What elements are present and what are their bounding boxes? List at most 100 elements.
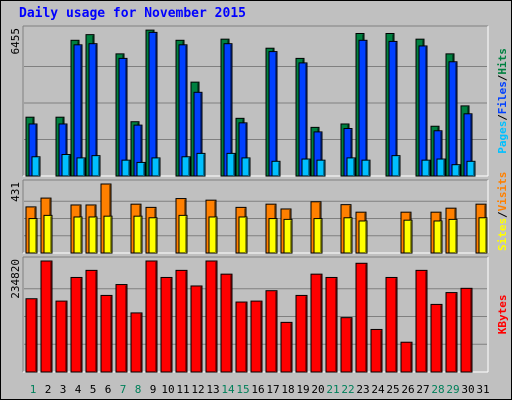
bar-shade (380, 330, 382, 372)
bar-sites (28, 218, 38, 254)
y-max-label: 234820 (9, 259, 22, 299)
bar-shade (245, 303, 247, 372)
bar-kbytes (310, 273, 323, 373)
x-tick-label: 31 (476, 383, 489, 396)
bar-pages (121, 159, 131, 177)
bar-shade (110, 217, 112, 253)
bar-shade (473, 162, 475, 176)
x-tick-label: 23 (356, 383, 369, 396)
x-tick-label: 1 (30, 383, 37, 396)
bar-pages (181, 156, 191, 177)
legend-label-hits: Hits (496, 48, 509, 75)
x-tick-label: 13 (206, 383, 219, 396)
bar-pages (226, 152, 236, 177)
bar-kbytes (235, 301, 248, 373)
bar-shade (368, 161, 370, 176)
x-tick-label: 27 (416, 383, 429, 396)
bar-shade (440, 131, 442, 176)
bar-shade (185, 271, 187, 372)
bar-sites (178, 214, 188, 254)
bar-shade (215, 262, 217, 372)
bar-shade (155, 33, 157, 176)
bar-shade (245, 217, 247, 253)
x-tick-label: 4 (75, 383, 82, 396)
x-tick-label: 15 (236, 383, 249, 396)
bar-shade (215, 217, 217, 253)
bar-shade (440, 305, 442, 372)
bar-shade (305, 63, 307, 176)
bar-shade (95, 271, 97, 372)
bar-shade (443, 160, 445, 176)
bar-kbytes (190, 285, 203, 373)
bar-shade (230, 275, 232, 372)
bar-shade (203, 154, 205, 176)
bar-shade (425, 46, 427, 177)
bar-shade (458, 165, 460, 176)
bar-kbytes (85, 269, 98, 373)
bar-kbytes (445, 292, 458, 373)
bar-pages (361, 159, 371, 177)
x-tick-label: 10 (161, 383, 174, 396)
bar-kbytes (385, 276, 398, 373)
bar-kbytes (400, 341, 413, 373)
bar-shade (125, 285, 127, 372)
bar-shade (320, 132, 322, 176)
bar-sites (148, 217, 158, 254)
x-tick-label: 9 (150, 383, 157, 396)
bar-shade (230, 44, 232, 177)
bar-shade (185, 45, 187, 176)
bar-pages (301, 158, 311, 177)
bar-shade (155, 262, 157, 372)
bar-shade (320, 219, 322, 253)
legend-label-sites: Sites (496, 218, 509, 251)
bar-shade (185, 216, 187, 253)
bar-pages (271, 160, 281, 177)
legend-label-files: Files (496, 81, 509, 114)
bar-kbytes (160, 276, 173, 373)
bar-shade (470, 289, 472, 372)
x-tick-label: 6 (105, 383, 112, 396)
x-tick-label: 2 (45, 383, 52, 396)
bar-shade (83, 158, 85, 176)
bar-kbytes (100, 294, 113, 373)
bar-sites (208, 216, 218, 254)
bar-kbytes (355, 262, 368, 373)
bar-kbytes (55, 300, 68, 373)
x-tick-label: 8 (135, 383, 142, 396)
bar-shade (290, 323, 292, 372)
bar-shade (260, 302, 262, 372)
bar-pages (451, 164, 461, 177)
x-tick-label: 29 (446, 383, 459, 396)
bar-shade (428, 161, 430, 176)
x-tick-label: 3 (60, 383, 67, 396)
bar-shade (335, 278, 337, 372)
bar-shade (365, 41, 367, 177)
x-tick-label: 16 (251, 383, 264, 396)
bar-shade (35, 299, 37, 372)
legend-label-pages: Pages (496, 121, 509, 154)
bar-shade (290, 220, 292, 253)
legend-label-kbytes: KBytes (496, 295, 509, 335)
bar-sites (433, 220, 443, 254)
legend-separator: / (496, 211, 509, 218)
bar-kbytes (145, 260, 158, 373)
bar-sites (358, 220, 368, 254)
bar-sites (88, 216, 98, 254)
bar-kbytes (175, 269, 188, 373)
bar-shade (125, 59, 127, 177)
bar-kbytes (265, 290, 278, 373)
bar-kbytes (250, 300, 263, 373)
bar-shade (65, 124, 67, 176)
bar-shade (353, 158, 355, 176)
chart-title: Daily usage for November 2015 (19, 6, 246, 21)
bar-shade (95, 44, 97, 177)
bar-shade (278, 162, 280, 176)
bar-shade (80, 278, 82, 372)
bar-shade (365, 221, 367, 253)
x-tick-label: 20 (311, 383, 324, 396)
bar-pages (466, 160, 476, 177)
bar-pages (31, 156, 41, 177)
bar-shade (35, 124, 37, 176)
x-tick-label: 7 (120, 383, 127, 396)
bar-shade (80, 45, 82, 176)
